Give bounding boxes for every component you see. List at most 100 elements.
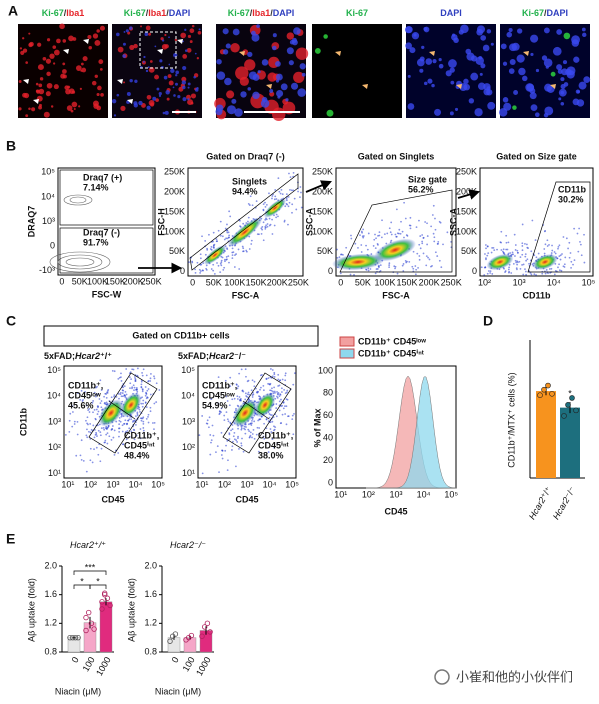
event-dot	[218, 471, 220, 474]
micrograph-cell	[431, 83, 435, 88]
event-dot	[118, 376, 121, 379]
gate-label: CD11b⁺,	[202, 380, 237, 390]
event-dot	[353, 273, 355, 276]
micrograph-cell	[216, 71, 226, 80]
y-tick-label: 100K	[164, 226, 185, 236]
event-dot	[227, 255, 230, 258]
event-dot	[121, 424, 124, 427]
image-title: Ki-67/Iba1/DAPI	[228, 8, 295, 18]
event-dot	[414, 265, 417, 267]
micrograph-cell	[187, 86, 190, 89]
arrowhead	[23, 79, 29, 84]
micrograph-cell	[480, 35, 487, 41]
event-dot	[292, 433, 295, 436]
micrograph-cell	[413, 33, 417, 37]
event-dot	[521, 253, 524, 256]
event-dot	[125, 438, 128, 441]
event-dot	[224, 260, 226, 263]
micrograph-cell	[454, 107, 459, 111]
x-tick-label: 50K	[355, 277, 371, 287]
event-dot	[86, 416, 89, 419]
micrograph-cell	[182, 54, 188, 59]
event-dot	[264, 205, 267, 208]
event-dot	[147, 388, 150, 390]
event-dot	[106, 432, 109, 435]
panel-label: B	[6, 138, 16, 154]
event-dot	[244, 432, 247, 435]
event-dot	[300, 191, 302, 194]
event-dot	[246, 393, 249, 396]
event-dot	[285, 193, 288, 196]
event-dot	[235, 465, 237, 468]
gate-label: CD11b⁺,	[124, 430, 159, 440]
y-tick-label: 2.0	[144, 560, 157, 570]
micrograph-cell	[92, 33, 99, 39]
event-dot	[389, 231, 392, 234]
event-dot	[128, 427, 131, 430]
micrograph-cell	[480, 63, 486, 69]
event-dot	[550, 252, 553, 254]
event-dot	[263, 422, 266, 425]
event-dot	[525, 273, 528, 276]
event-dot	[99, 434, 102, 437]
x-tick-label: 150K	[246, 277, 267, 287]
event-dot	[549, 271, 552, 274]
event-dot	[277, 393, 279, 396]
event-dot	[135, 415, 137, 418]
event-dot	[551, 244, 553, 247]
micrograph-cell	[133, 43, 138, 49]
event-dot	[119, 393, 122, 396]
event-dot	[554, 252, 557, 255]
event-dot	[504, 270, 507, 272]
event-dot	[99, 379, 102, 382]
event-dot	[223, 238, 226, 241]
event-dot	[544, 243, 547, 246]
event-dot	[75, 454, 78, 457]
event-dot	[248, 248, 251, 250]
event-dot	[244, 392, 247, 395]
significance-bracket	[89, 584, 107, 589]
event-dot	[572, 263, 574, 266]
event-dot	[231, 428, 234, 431]
event-dot	[85, 470, 88, 473]
event-dot	[525, 259, 528, 262]
event-dot	[149, 406, 152, 409]
event-dot	[278, 400, 281, 403]
event-dot	[212, 434, 215, 437]
legend-label: CD11b⁺ CD45ⁱⁿᵗ	[358, 348, 424, 358]
event-dot	[90, 428, 93, 431]
y-axis-label: % of Max	[312, 408, 322, 447]
event-dot	[548, 268, 551, 270]
event-dot	[208, 233, 210, 236]
event-dot	[421, 242, 424, 245]
event-dot	[490, 251, 493, 254]
event-dot	[86, 428, 88, 431]
event-dot	[524, 255, 527, 258]
event-dot	[252, 428, 255, 431]
micrograph-cell	[463, 78, 469, 85]
data-point	[104, 595, 111, 601]
micrograph-cell	[224, 77, 232, 86]
micrograph-cell	[251, 33, 260, 42]
event-dot	[247, 220, 249, 223]
micrograph-cell	[62, 39, 67, 43]
event-dot	[292, 189, 295, 192]
event-dot	[120, 372, 122, 375]
event-dot	[84, 390, 86, 393]
micrograph-cell	[45, 58, 52, 64]
event-dot	[143, 436, 146, 439]
event-dot	[71, 405, 74, 408]
event-dot	[559, 254, 562, 257]
event-dot	[297, 190, 299, 193]
event-dot	[228, 404, 231, 407]
event-dot	[354, 242, 357, 245]
micrograph-cell	[184, 28, 187, 32]
y-axis-label: Aβ uptake (fold)	[26, 578, 36, 642]
y-tick-label: 0	[50, 240, 55, 250]
event-dot	[417, 266, 419, 269]
event-dot	[249, 431, 252, 434]
micrograph-cell	[143, 55, 146, 59]
event-dot	[205, 264, 208, 267]
event-dot	[281, 378, 284, 381]
micrograph-cell	[405, 26, 413, 34]
